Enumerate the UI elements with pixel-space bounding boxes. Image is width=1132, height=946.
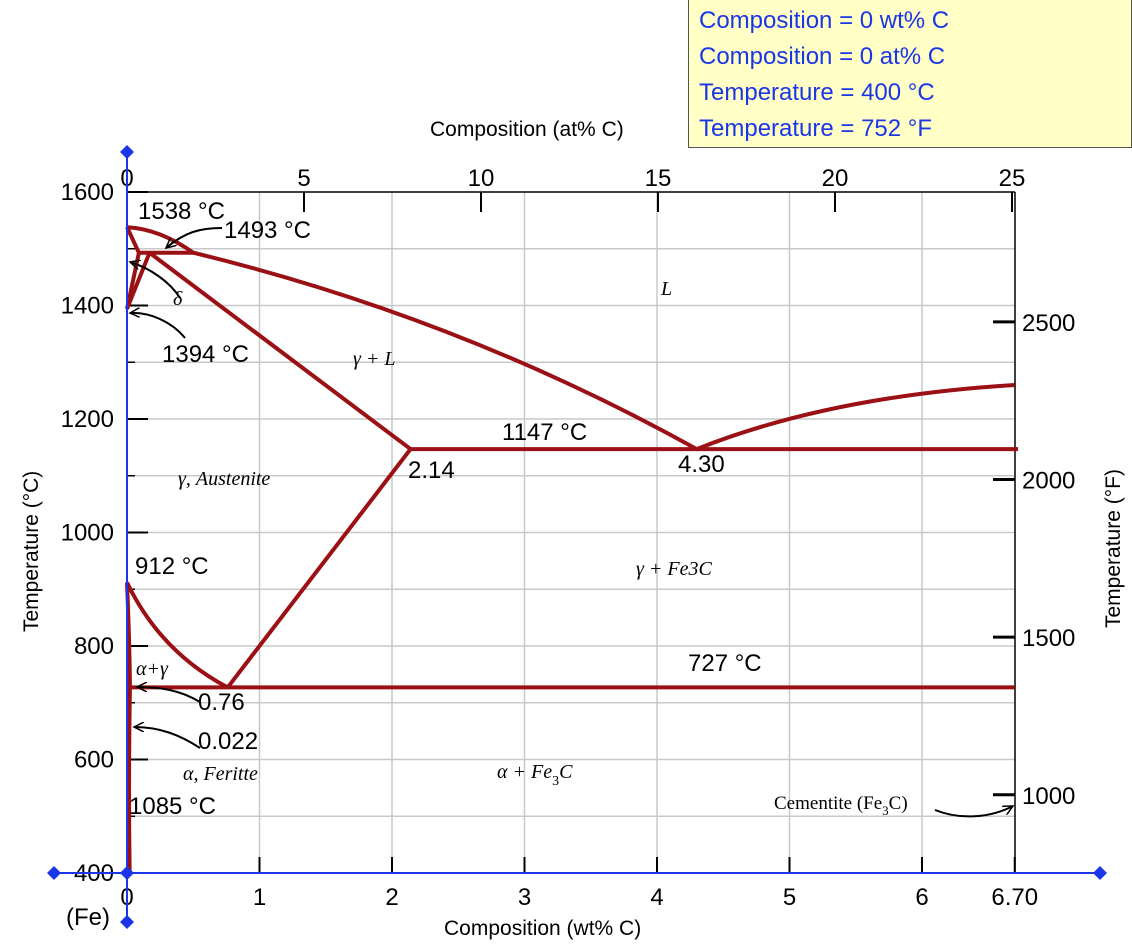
label-delta: δ xyxy=(173,288,183,310)
arrow-0022 xyxy=(134,727,201,749)
c-tick-label-1600: 1600 xyxy=(61,179,114,206)
label-1493c: 1493 °C xyxy=(224,217,311,244)
grid xyxy=(127,192,1015,873)
boundary-delta-gamma-2 xyxy=(125,251,152,310)
label-912c: 912 °C xyxy=(135,553,209,580)
arrow-cementite xyxy=(934,805,1013,818)
boundary-gamma-solidus xyxy=(148,251,412,451)
f-tick-label-2000: 2000 xyxy=(1022,468,1075,495)
label-gamma-cementite: γ + Fe3C xyxy=(636,558,712,580)
label-1394c: 1394 °C xyxy=(162,341,249,368)
c-tick-label-600: 600 xyxy=(74,747,114,774)
top-axis-title: Composition (at% C) xyxy=(430,118,624,141)
wt-tick-label-6: 6 xyxy=(915,884,928,911)
wt-tick-label-2: 2 xyxy=(385,884,398,911)
wt-tick-label-3: 3 xyxy=(518,884,531,911)
label-gamma-liquid: γ + L xyxy=(353,348,396,370)
label-alpha-gamma: α+γ xyxy=(136,658,169,680)
cursor-handle-bottom xyxy=(120,915,134,929)
at-tick-label-10: 10 xyxy=(468,165,495,192)
boundary-a3 xyxy=(125,581,229,690)
f-tick-label-2500: 2500 xyxy=(1022,310,1075,337)
fe-label: (Fe) xyxy=(66,904,110,931)
label-727c: 727 °C xyxy=(688,650,762,677)
label-214: 2.14 xyxy=(408,457,455,484)
label-cementite: Cementite (Fe3C) xyxy=(774,793,908,818)
label-1538c: 1538 °C xyxy=(138,198,225,225)
readout-temperature-f: Temperature = 752 °F xyxy=(699,115,933,142)
arrow-delta xyxy=(130,262,181,299)
f-tick-label-1500: 1500 xyxy=(1022,625,1075,652)
label-0022: 0.022 xyxy=(198,728,258,755)
c-tick-label-1400: 1400 xyxy=(61,293,114,320)
readout-composition-wt: Composition = 0 wt% C xyxy=(699,7,950,34)
label-austenite: γ, Austenite xyxy=(178,468,270,490)
label-1147c: 1147 °C xyxy=(502,419,587,446)
label-liquid: L xyxy=(660,278,672,300)
at-tick-label-20: 20 xyxy=(822,165,849,192)
readout-temperature-c: Temperature = 400 °C xyxy=(699,79,935,106)
phase-lines xyxy=(125,225,1018,874)
arrow-076 xyxy=(137,687,201,703)
annotation-arrows xyxy=(130,227,1013,818)
c-tick-label-1000: 1000 xyxy=(61,520,114,547)
cursor-handle-top xyxy=(120,145,134,159)
wt-tick-label-6.70: 6.70 xyxy=(991,884,1038,911)
cursor-handle-left xyxy=(47,866,61,880)
arrow-1394 xyxy=(130,313,186,339)
label-ferrite: α, Feritte xyxy=(183,763,258,785)
f-tick-label-1000: 1000 xyxy=(1022,783,1075,810)
label-alpha-cementite: α + Fe3C xyxy=(497,761,573,789)
right-axis-title: Temperature (°F) xyxy=(1102,469,1125,628)
cursor-handle-right xyxy=(1093,866,1107,880)
at-tick-label-25: 25 xyxy=(999,165,1026,192)
at-tick-label-5: 5 xyxy=(297,165,310,192)
readout-composition-at: Composition = 0 at% C xyxy=(699,43,946,70)
boundary-delta-solidus xyxy=(125,226,141,254)
c-tick-label-800: 800 xyxy=(74,633,114,660)
cursor-handle-center xyxy=(120,866,134,880)
boundary-acm xyxy=(226,447,413,689)
label-076: 0.76 xyxy=(198,689,245,716)
ticks: 01234566.7005101520254006008001000120014… xyxy=(61,165,1076,911)
readout-box: Composition = 0 wt% C Composition = 0 at… xyxy=(688,0,1132,148)
wt-tick-label-1: 1 xyxy=(253,884,266,911)
label-1085c: 1085 °C xyxy=(129,793,216,820)
at-tick-label-15: 15 xyxy=(645,165,672,192)
wt-tick-label-5: 5 xyxy=(783,884,796,911)
bottom-axis-title: Composition (wt% C) xyxy=(444,917,641,940)
arrow-1493 xyxy=(166,227,223,248)
label-430: 4.30 xyxy=(678,451,725,478)
boundary-solvus xyxy=(127,687,132,874)
c-tick-label-1200: 1200 xyxy=(61,406,114,433)
cursor-crosshair[interactable] xyxy=(47,145,1107,929)
left-axis-title: Temperature (°C) xyxy=(20,471,43,632)
wt-tick-label-4: 4 xyxy=(650,884,663,911)
